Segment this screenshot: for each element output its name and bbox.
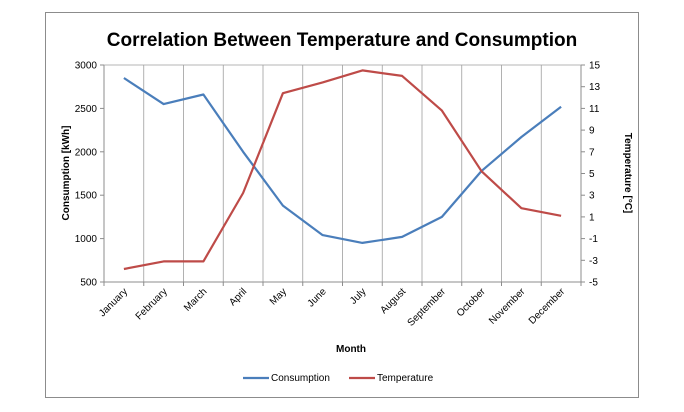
y2-tick-label: -5 bbox=[589, 278, 598, 289]
x-tick-label: March bbox=[182, 286, 209, 313]
legend-label-consumption: Consumption bbox=[271, 373, 330, 384]
x-tick-label: May bbox=[268, 286, 289, 307]
y2-axis-title: Temperature [°C] bbox=[622, 133, 633, 214]
y2-tick-label: 5 bbox=[589, 169, 595, 180]
y-tick-label: 3000 bbox=[75, 61, 98, 72]
x-tick-label: August bbox=[378, 286, 408, 316]
x-tick-label: February bbox=[134, 286, 170, 322]
chart-title: Correlation Between Temperature and Cons… bbox=[107, 30, 577, 51]
y2-tick-label: 1 bbox=[589, 212, 595, 223]
y2-tick-label: 15 bbox=[589, 61, 601, 72]
x-tick-label: April bbox=[227, 286, 249, 308]
x-tick-label: January bbox=[97, 286, 130, 319]
legend-label-temperature: Temperature bbox=[377, 373, 434, 384]
series-line-temperature bbox=[123, 69, 562, 271]
y-tick-label: 1500 bbox=[75, 191, 98, 202]
x-axis-title: Month bbox=[336, 344, 366, 355]
y2-tick-label: 13 bbox=[589, 82, 601, 93]
y2-tick-label: 3 bbox=[589, 191, 595, 202]
x-tick-label: July bbox=[348, 286, 368, 306]
y2-tick-label: 11 bbox=[589, 104, 600, 115]
y-axis-title: Consumption [kWh] bbox=[61, 126, 72, 221]
y-tick-label: 500 bbox=[80, 278, 97, 289]
y-tick-label: 2500 bbox=[75, 104, 98, 115]
y-tick-label: 2000 bbox=[75, 147, 98, 158]
series-line-consumption bbox=[123, 77, 562, 244]
x-tick-label: November bbox=[487, 286, 528, 327]
x-tick-label: June bbox=[306, 286, 329, 309]
x-tick-label: December bbox=[527, 286, 568, 327]
x-tick-label: September bbox=[406, 286, 449, 329]
x-tick-label: October bbox=[455, 286, 488, 319]
y2-tick-label: -1 bbox=[589, 234, 598, 245]
y-tick-label: 1000 bbox=[75, 234, 98, 245]
y2-tick-label: 9 bbox=[589, 126, 595, 137]
y2-tick-label: 7 bbox=[589, 147, 595, 158]
y2-tick-label: -3 bbox=[589, 256, 598, 267]
